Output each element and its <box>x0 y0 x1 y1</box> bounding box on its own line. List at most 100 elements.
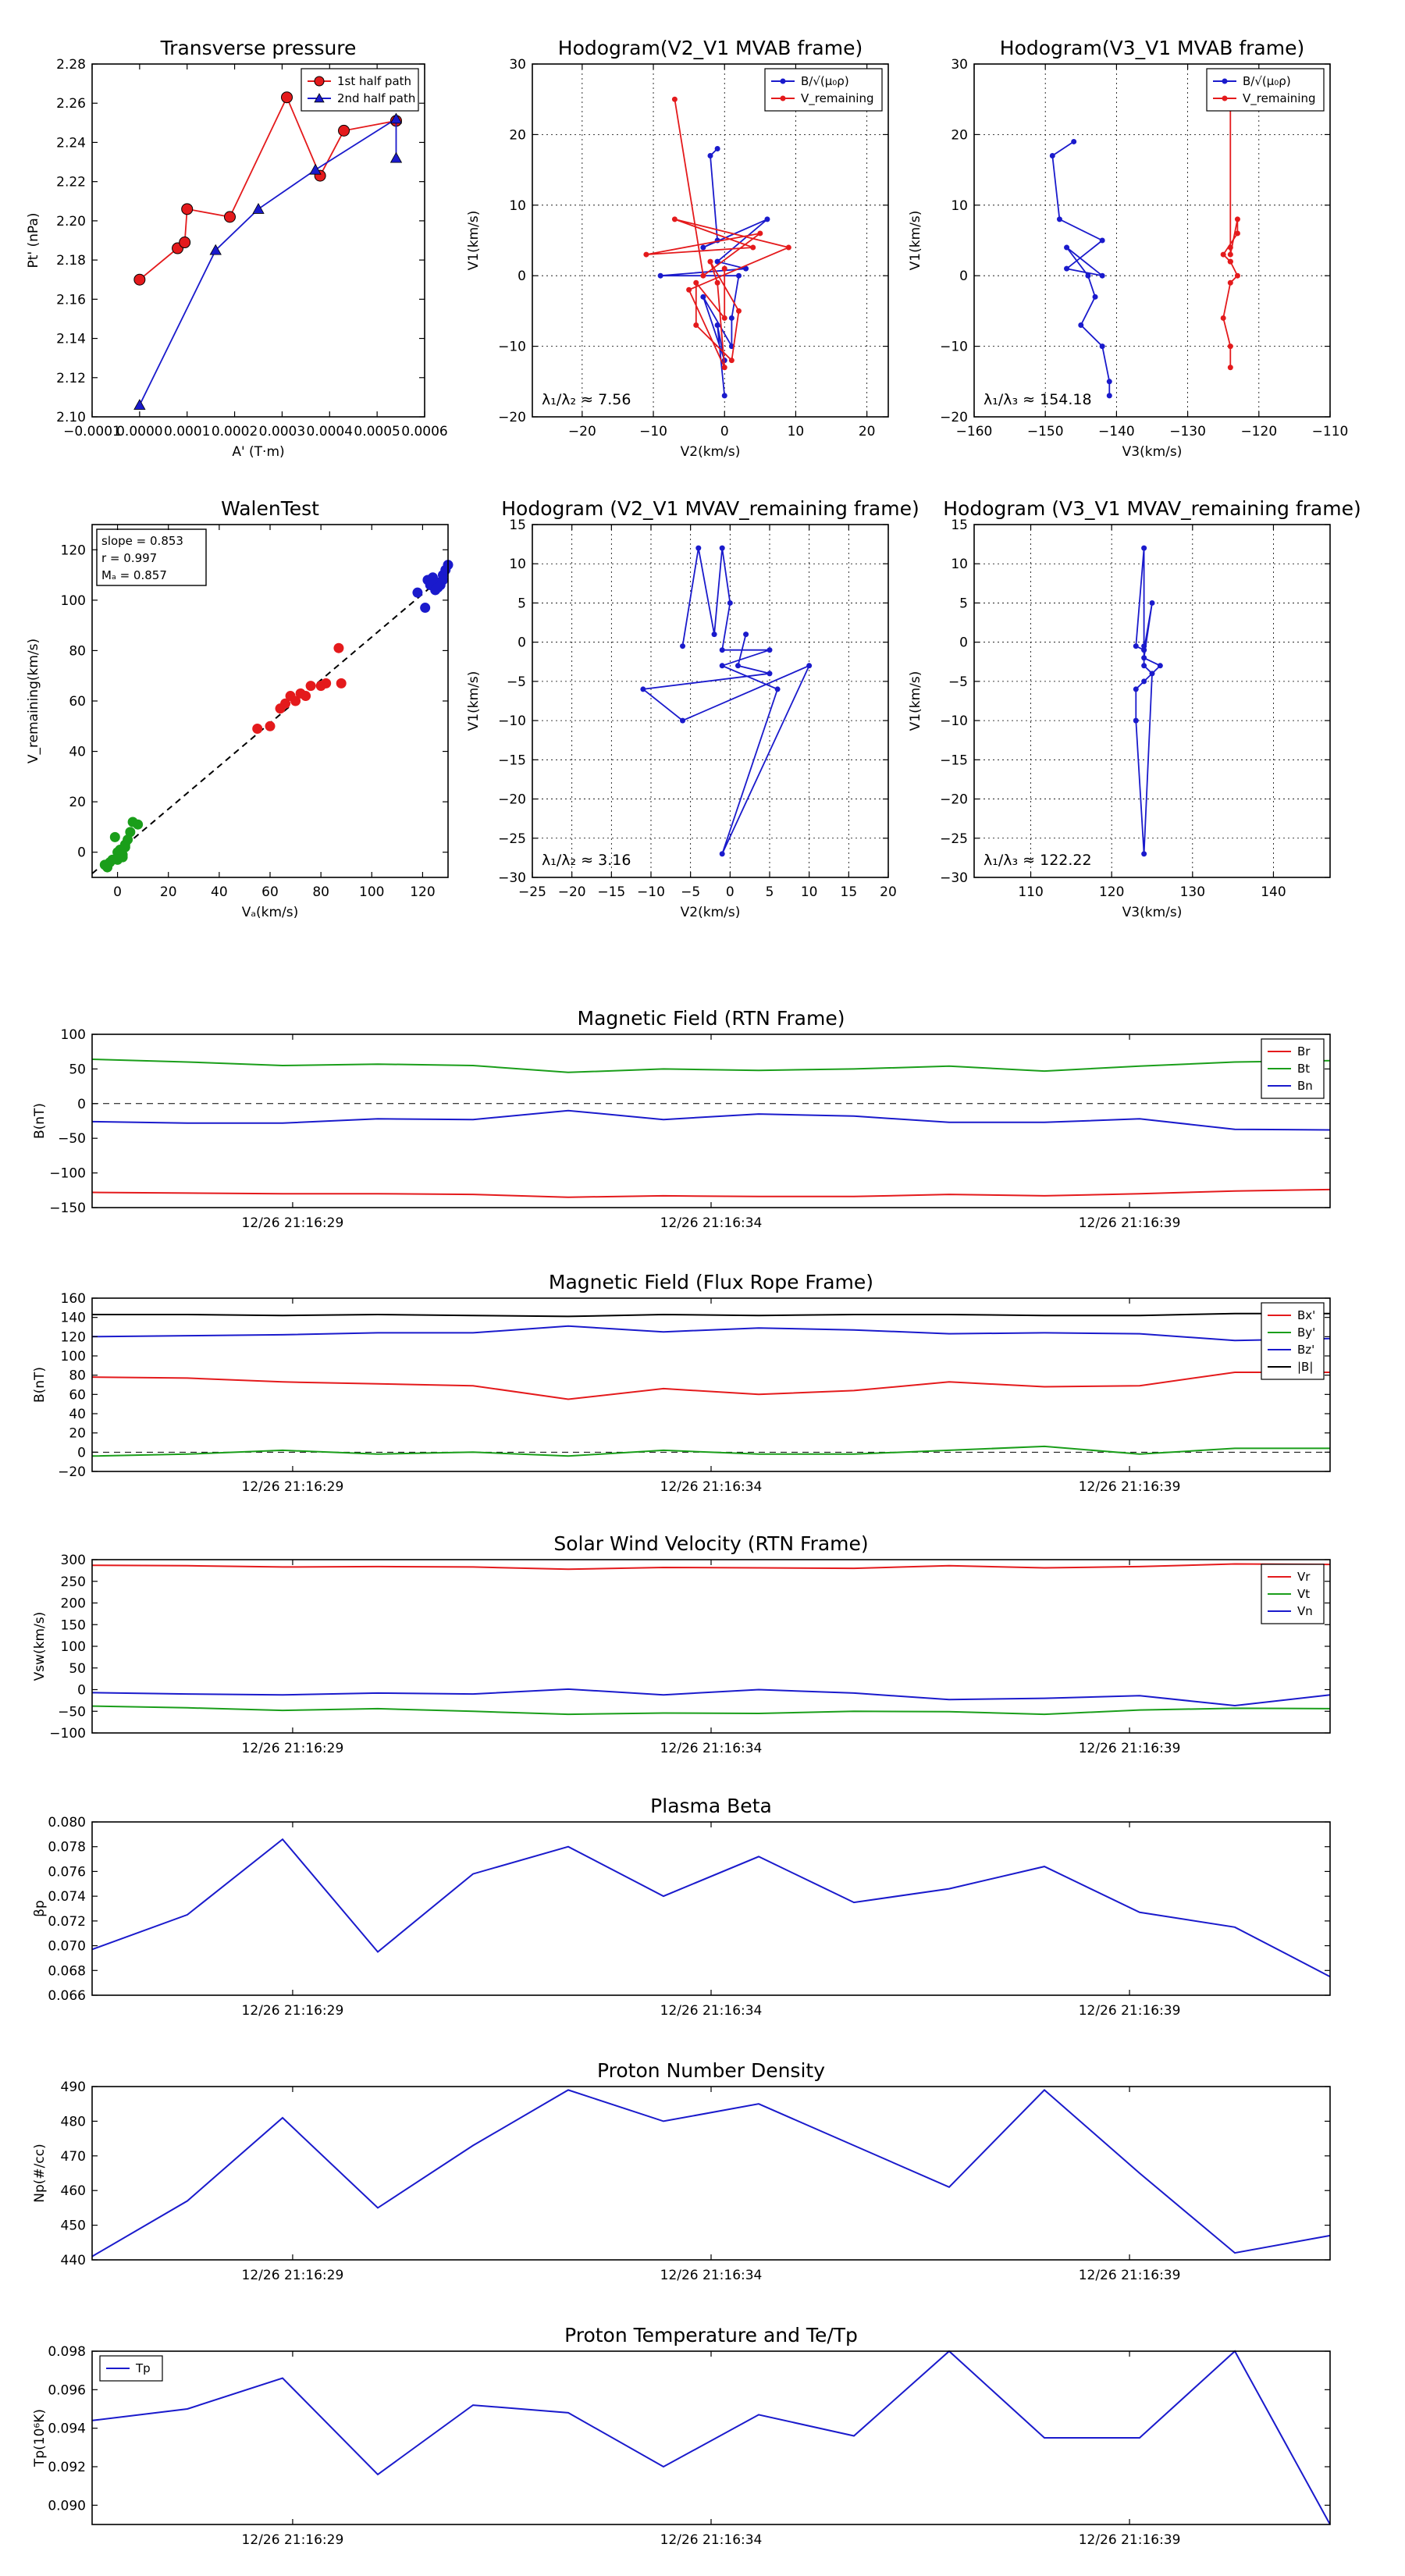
data-point <box>102 862 113 873</box>
stats-line: Mₐ = 0.857 <box>101 568 167 582</box>
y-tick-label: 140 <box>61 1311 86 1326</box>
y-tick-label: 120 <box>61 543 86 558</box>
data-point <box>338 124 350 137</box>
x-tick-label: 140 <box>1261 884 1286 900</box>
data-point <box>728 358 735 364</box>
y-tick-label: −10 <box>940 340 968 355</box>
x-tick-label: 12/26 21:16:34 <box>660 2268 763 2283</box>
y-tick-label: −15 <box>498 753 526 768</box>
data-point <box>265 720 276 731</box>
legend-marker <box>780 78 786 84</box>
y-axis-label: V1(km/s) <box>466 671 482 731</box>
plot-frame <box>91 1559 1331 1734</box>
y-tick-label: 80 <box>69 1368 86 1384</box>
x-tick-label: 0.0006 <box>401 424 447 439</box>
chart-h3: Hodogram (V2_V1 MVAV_remaining frame) λ₁/… <box>466 497 919 920</box>
y-axis-label: Tp(10⁶K) <box>32 2409 48 2467</box>
chart-title: Hodogram(V2_V1 MVAB frame) <box>558 37 863 59</box>
plot-frame <box>532 63 889 418</box>
plot-frame <box>91 1034 1331 1208</box>
chart-title: Proton Temperature and Te/Tp <box>564 2324 858 2347</box>
y-tick-label: 0.074 <box>48 1889 86 1905</box>
data-point <box>209 244 222 255</box>
legend-marker <box>780 95 786 101</box>
y-tick-label: −20 <box>498 792 526 808</box>
x-axis-label: A' (T·m) <box>232 444 284 460</box>
x-tick-label: 12/26 21:16:39 <box>1079 1741 1181 1756</box>
data-point <box>707 258 713 265</box>
y-tick-label: 100 <box>61 1349 86 1364</box>
y-tick-label: 0 <box>518 269 526 284</box>
y-axis-label: V_remaining(km/s) <box>26 639 41 763</box>
chart-title: Magnetic Field (Flux Rope Frame) <box>549 1271 873 1293</box>
data-point <box>719 851 725 857</box>
data-point <box>181 203 194 215</box>
legend-marker <box>1222 95 1228 101</box>
data-point <box>767 647 773 653</box>
chart-h4: Hodogram (V3_V1 MVAV_remaining frame) λ₁/… <box>908 497 1361 920</box>
x-tick-label: 110 <box>1018 884 1043 900</box>
y-tick-label: 60 <box>69 694 86 710</box>
series-line-Bt <box>91 1059 1331 1073</box>
y-tick-label: 490 <box>61 2080 86 2095</box>
x-tick-label: −130 <box>1169 424 1206 439</box>
y-tick-label: 0.098 <box>48 2344 86 2360</box>
y-tick-label: 10 <box>951 557 968 572</box>
x-tick-label: 120 <box>1099 884 1124 900</box>
x-tick-label: 12/26 21:16:29 <box>242 2003 344 2019</box>
data-point <box>728 315 735 321</box>
data-point <box>774 686 781 692</box>
data-point <box>700 294 706 300</box>
y-tick-label: 2.12 <box>56 371 86 386</box>
x-tick-label: −10 <box>639 424 667 439</box>
data-point <box>1227 251 1233 258</box>
y-tick-label: 2.10 <box>56 410 86 425</box>
y-tick-label: 20 <box>509 127 526 143</box>
y-tick-label: 470 <box>61 2149 86 2165</box>
series-line-Bn <box>91 1109 1331 1131</box>
legend-label: V_remaining <box>801 91 874 106</box>
chart-bfr: Magnetic Field (Flux Rope Frame) −20 0 20 40… <box>32 1271 1331 1495</box>
x-axis-label: V3(km/s) <box>1122 905 1183 920</box>
data-point <box>1141 678 1147 685</box>
y-tick-label: 0.080 <box>48 1815 86 1831</box>
stats-line: r = 0.997 <box>101 551 157 565</box>
data-point <box>133 399 146 410</box>
y-tick-label: 0.066 <box>48 1988 86 2004</box>
data-point <box>735 308 742 314</box>
data-point <box>686 286 692 293</box>
data-point <box>1220 315 1226 321</box>
y-tick-label: 2.18 <box>56 253 86 269</box>
data-point <box>389 112 403 124</box>
y-tick-label: −10 <box>498 713 526 729</box>
x-tick-label: 12/26 21:16:34 <box>660 1479 763 1495</box>
data-point <box>671 216 678 222</box>
chart-title: Hodogram (V2_V1 MVAV_remaining frame) <box>501 497 919 520</box>
x-tick-label: 12/26 21:16:34 <box>660 2532 763 2548</box>
y-tick-label: 150 <box>61 1617 86 1633</box>
data-point <box>643 251 649 258</box>
y-axis-label: B(nT) <box>32 1103 48 1139</box>
data-point <box>714 322 720 328</box>
x-tick-label: 12/26 21:16:34 <box>660 1741 763 1756</box>
data-point <box>721 365 727 371</box>
legend-label: Vt <box>1297 1587 1310 1601</box>
data-point <box>389 151 403 163</box>
x-tick-label: 0.0002 <box>212 424 258 439</box>
data-point <box>1149 671 1155 677</box>
data-point <box>640 686 646 692</box>
data-point <box>1085 272 1091 279</box>
legend-box <box>1206 68 1325 112</box>
y-axis-label: Pt' (nPa) <box>26 213 41 269</box>
x-tick-label: −20 <box>558 884 586 900</box>
y-tick-label: 30 <box>509 57 526 73</box>
y-axis-label: βp <box>32 1900 48 1917</box>
data-point <box>671 96 678 102</box>
x-axis-label: V2(km/s) <box>681 905 741 920</box>
series-line-Bx' <box>91 1372 1330 1400</box>
data-point <box>1133 686 1139 692</box>
chart-title: WalenTest <box>221 497 319 520</box>
chart-h1: Hodogram(V2_V1 MVAB frame) λ₁/λ₂ ≈ 7.56 −2… <box>466 37 889 460</box>
plot-frame <box>91 2350 1331 2525</box>
